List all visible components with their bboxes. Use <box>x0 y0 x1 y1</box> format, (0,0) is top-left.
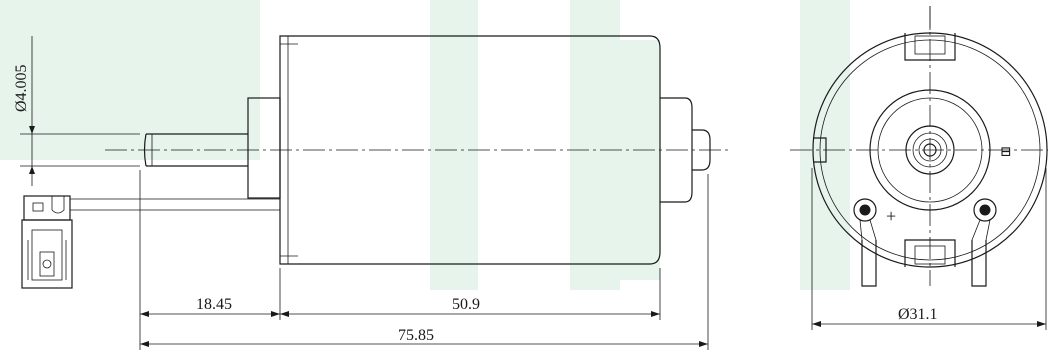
dim-body-diameter: Ø31.1 <box>898 306 938 323</box>
dim-total-length: 75.85 <box>398 327 434 344</box>
shaft <box>143 133 248 167</box>
shaft-diameter-dimension: Ø4.005 <box>13 36 140 186</box>
watermark <box>0 0 850 290</box>
end-outer-circle <box>812 32 1048 268</box>
rear-bearing <box>692 129 711 171</box>
bearing-outer <box>905 125 955 175</box>
motor-body <box>279 35 661 265</box>
wire-lead <box>70 198 280 211</box>
dim-body-length: 50.9 <box>452 296 480 313</box>
side-view: Ø4.005 18.45 50.9 75.85 <box>13 35 730 350</box>
rear-cap <box>660 97 693 203</box>
dim-front-length: 18.45 <box>196 296 232 313</box>
negative-mark: ⊟ <box>1000 145 1012 160</box>
terminal-positive <box>853 198 877 287</box>
bottom-tab <box>904 239 956 267</box>
connector <box>21 195 73 289</box>
dim-shaft-diameter: Ø4.005 <box>13 64 30 112</box>
end-view: + ⊟ Ø31.1 <box>790 6 1048 330</box>
side-notch <box>814 137 827 163</box>
positive-mark: + <box>886 206 896 226</box>
terminal-negative <box>971 198 997 287</box>
top-tab <box>904 6 956 61</box>
end-cap-circle <box>869 89 991 211</box>
